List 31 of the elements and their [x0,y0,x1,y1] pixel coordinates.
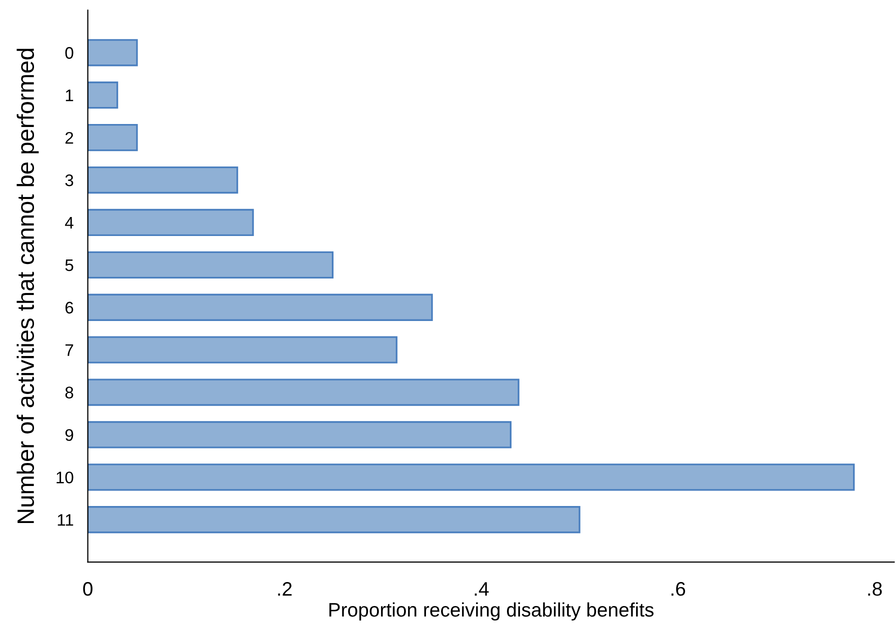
y-tick-label: 11 [58,514,74,526]
y-tick-label: 7 [66,344,74,356]
bar [88,208,254,236]
y-tick-label: 10 [56,472,74,484]
x-tick-label: .4 [474,582,489,596]
x-tick-label: 0 [83,582,92,596]
y-tick-label: 1 [66,90,74,102]
y-tick-label: 0 [65,47,74,59]
x-tick-label: .6 [672,582,686,596]
y-tick-label: 4 [65,217,74,229]
x-tick-label: .8 [868,582,882,596]
x-axis-title: Proportion receiving disability benefits [329,602,654,621]
bar [88,251,334,278]
bar [88,166,238,194]
bar [88,39,138,66]
x-tick-label: .2 [278,582,292,596]
bar [88,506,580,534]
bar [88,82,118,109]
y-axis-title: Number of activities that cannot be performed [16,48,39,524]
y-tick-label: 9 [65,429,74,441]
y-tick-label: 2 [65,132,74,144]
bar [88,464,855,491]
y-tick-label: 6 [65,302,74,314]
bar [88,294,433,321]
y-tick-label: 8 [65,386,74,398]
bar [88,336,398,364]
bar [88,378,520,406]
y-tick-label: 5 [65,259,74,272]
bar [88,421,512,448]
bar [88,124,138,152]
y-tick-label: 3 [65,174,74,186]
